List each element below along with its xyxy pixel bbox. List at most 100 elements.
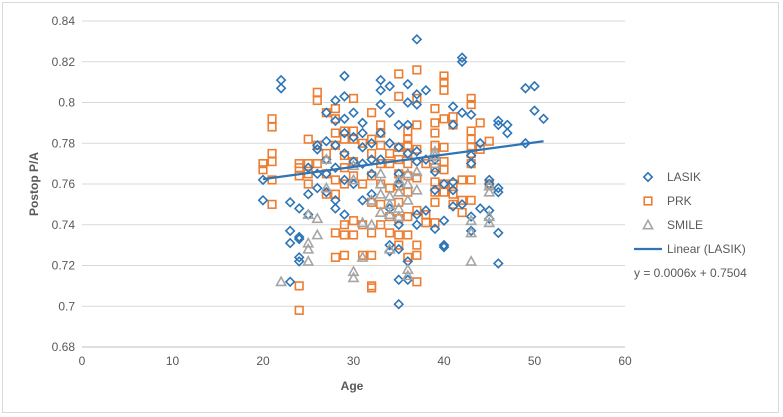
point-smile — [302, 255, 315, 266]
point-prk — [303, 159, 313, 169]
point-lasik — [429, 154, 441, 165]
point-prk — [421, 218, 431, 228]
gridlines — [82, 20, 625, 307]
point-lasik — [465, 225, 477, 237]
x-tick-label: 0 — [79, 354, 86, 368]
point-lasik — [411, 89, 423, 100]
point-prk — [303, 134, 313, 144]
point-lasik — [393, 141, 405, 153]
point-lasik — [411, 99, 423, 110]
point-lasik — [393, 168, 405, 180]
point-lasik — [474, 137, 486, 149]
point-lasik — [529, 105, 540, 116]
point-lasik — [492, 258, 504, 269]
series-smile — [275, 145, 496, 287]
point-lasik — [366, 188, 377, 200]
point-prk — [457, 207, 467, 218]
point-smile — [383, 198, 396, 209]
point-lasik — [321, 107, 332, 119]
point-lasik — [447, 119, 459, 131]
point-prk — [439, 114, 449, 124]
point-lasik — [275, 82, 287, 94]
y-tick-label: 0.76 — [52, 177, 76, 191]
point-lasik — [447, 101, 459, 112]
point-prk — [330, 104, 341, 114]
point-smile — [356, 251, 369, 262]
point-smile — [483, 185, 496, 197]
point-lasik — [411, 146, 423, 157]
x-tick-label: 20 — [256, 354, 270, 368]
legend-label-prk: PRK — [667, 194, 692, 208]
point-prk — [394, 181, 404, 191]
point-lasik — [456, 52, 468, 64]
point-prk — [466, 93, 476, 104]
point-smile — [347, 265, 360, 277]
point-lasik — [348, 131, 359, 143]
x-tick-label: 10 — [166, 354, 180, 368]
point-lasik — [339, 91, 350, 102]
point-prk — [294, 305, 304, 315]
point-lasik — [420, 84, 432, 96]
point-lasik — [492, 182, 504, 194]
point-prk — [439, 71, 449, 81]
point-prk — [330, 189, 341, 199]
point-smile — [374, 167, 387, 179]
point-lasik — [330, 95, 341, 106]
point-prk — [403, 134, 413, 144]
point-smile — [383, 242, 396, 254]
point-prk — [321, 148, 331, 159]
point-prk — [421, 159, 431, 169]
point-lasik — [393, 298, 405, 310]
point-prk — [267, 156, 277, 167]
point-lasik — [384, 107, 396, 119]
point-lasik — [311, 139, 323, 151]
point-smile — [302, 236, 315, 248]
point-lasik — [538, 113, 549, 125]
point-prk — [366, 250, 377, 260]
point-lasik — [438, 178, 450, 190]
point-lasik — [420, 205, 432, 216]
point-prk — [484, 136, 494, 146]
point-smile — [392, 210, 405, 222]
legend: LASIK PRK SMILE Linear (LASIK) y = 0.000… — [634, 170, 747, 280]
point-prk — [412, 144, 422, 154]
point-prk — [475, 118, 485, 128]
point-lasik — [438, 215, 450, 227]
point-smile — [428, 157, 441, 169]
point-smile — [275, 275, 288, 287]
point-lasik — [447, 201, 459, 212]
series-lasik — [257, 34, 549, 310]
point-prk — [312, 95, 322, 106]
point-lasik — [311, 144, 323, 155]
point-prk — [339, 150, 350, 161]
point-prk — [439, 142, 449, 152]
point-lasik — [447, 184, 459, 196]
point-lasik — [483, 174, 495, 186]
point-lasik — [402, 148, 414, 159]
point-smile — [374, 206, 387, 218]
point-lasik — [465, 109, 477, 121]
point-prk — [348, 93, 359, 104]
point-smile — [347, 159, 360, 171]
point-smile — [320, 181, 333, 193]
point-lasik — [375, 99, 386, 110]
point-lasik — [402, 119, 414, 131]
point-prk — [330, 228, 341, 238]
point-lasik — [438, 239, 450, 251]
point-smile — [347, 173, 360, 185]
point-lasik — [529, 80, 540, 92]
point-prk — [466, 126, 476, 136]
point-lasik — [293, 256, 305, 267]
point-lasik — [330, 162, 341, 174]
point-lasik — [284, 237, 296, 249]
point-prk — [466, 175, 476, 185]
point-prk — [430, 187, 440, 197]
point-lasik — [375, 84, 386, 96]
point-prk — [430, 104, 440, 114]
y-axis-title: Postop P/A — [27, 152, 41, 216]
point-prk — [394, 197, 404, 207]
point-lasik — [411, 209, 423, 220]
point-lasik — [429, 184, 441, 196]
point-smile — [483, 216, 496, 228]
point-prk — [430, 118, 440, 128]
